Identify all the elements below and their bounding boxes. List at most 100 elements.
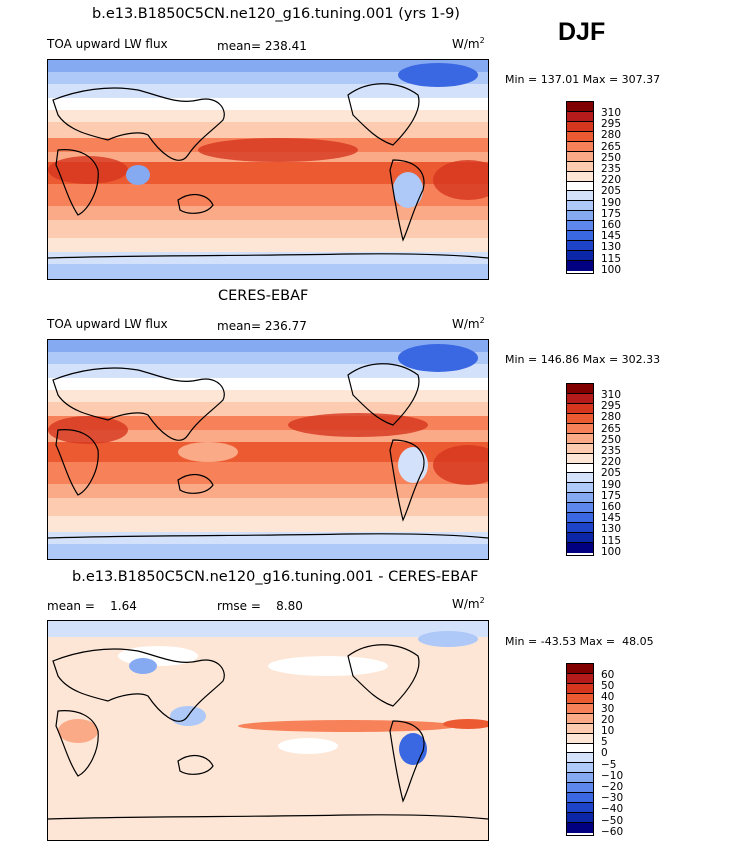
colorbar-segment bbox=[567, 673, 593, 684]
colorbar-tick: −60 bbox=[601, 825, 624, 838]
colorbar-segment bbox=[567, 131, 593, 142]
colorbar-segment bbox=[567, 723, 593, 734]
colorbar-tick: 295 bbox=[601, 400, 622, 413]
colorbar-segment bbox=[567, 181, 593, 192]
colorbar-segment bbox=[567, 403, 593, 414]
colorbar-tick: 115 bbox=[601, 534, 622, 547]
colorbar-tick: 20 bbox=[601, 713, 615, 726]
panel3-colorbar-ticks: 60 50 40 30 20 10 5 0 −5 −10 −20 −30 −40… bbox=[601, 669, 624, 838]
colorbar-segment bbox=[567, 231, 593, 242]
colorbar-segment bbox=[567, 543, 593, 553]
colorbar-segment bbox=[567, 803, 593, 814]
colorbar-segment bbox=[567, 423, 593, 434]
panel1-colorbar-segments bbox=[567, 102, 593, 271]
colorbar-tick: 205 bbox=[601, 185, 622, 198]
panel2-map bbox=[47, 339, 489, 560]
colorbar-segment bbox=[567, 813, 593, 823]
colorbar-tick: 130 bbox=[601, 523, 622, 536]
colorbar-tick: 250 bbox=[601, 433, 622, 446]
colorbar-segment bbox=[567, 111, 593, 122]
panel2-variable-label: TOA upward LW flux bbox=[47, 317, 168, 331]
colorbar-tick: 265 bbox=[601, 422, 622, 435]
colorbar-segment bbox=[567, 221, 593, 232]
panel2-map-svg bbox=[48, 340, 488, 559]
panel2-min-max: Min = 146.86 Max = 302.33 bbox=[505, 353, 661, 366]
panel3-map-svg bbox=[48, 621, 488, 840]
colorbar-segment bbox=[567, 151, 593, 162]
panel2-colorbar-segments bbox=[567, 384, 593, 553]
colorbar-segment bbox=[567, 241, 593, 252]
colorbar-segment bbox=[567, 733, 593, 744]
colorbar-tick: 5 bbox=[601, 736, 608, 749]
panel1-mean-text: mean= 238.41 bbox=[217, 39, 307, 53]
colorbar-tick: 115 bbox=[601, 252, 622, 265]
panel3-colorbar-segments bbox=[567, 664, 593, 833]
season-label: DJF bbox=[558, 18, 606, 46]
colorbar-tick: −10 bbox=[601, 769, 624, 782]
colorbar-tick: 220 bbox=[601, 456, 622, 469]
colorbar-tick: 190 bbox=[601, 196, 622, 209]
colorbar-segment bbox=[567, 753, 593, 764]
colorbar-segment bbox=[567, 413, 593, 424]
colorbar-tick: 175 bbox=[601, 207, 622, 220]
panel1-map bbox=[47, 59, 489, 280]
colorbar-tick: 0 bbox=[601, 747, 608, 760]
colorbar-segment bbox=[567, 102, 593, 112]
colorbar-tick: 160 bbox=[601, 501, 622, 514]
panel2-units: W/m2 bbox=[452, 316, 485, 331]
panel1-colorbar bbox=[566, 101, 594, 274]
colorbar-tick: −50 bbox=[601, 814, 624, 827]
colorbar-segment bbox=[567, 251, 593, 261]
panel3-units: W/m2 bbox=[452, 596, 485, 611]
colorbar-segment bbox=[567, 713, 593, 724]
colorbar-segment bbox=[567, 743, 593, 754]
panel1-units: W/m2 bbox=[452, 36, 485, 51]
colorbar-segment bbox=[567, 683, 593, 694]
colorbar-tick: −30 bbox=[601, 792, 624, 805]
colorbar-tick: 265 bbox=[601, 140, 622, 153]
colorbar-segment bbox=[567, 513, 593, 524]
colorbar-tick: 280 bbox=[601, 129, 622, 142]
colorbar-segment bbox=[567, 763, 593, 774]
colorbar-tick: 100 bbox=[601, 263, 622, 276]
panel2-colorbar-ticks: 310 295 280 265 250 235 220 205 190 175 … bbox=[601, 389, 622, 558]
colorbar-segment bbox=[567, 261, 593, 271]
panel2-mean-text: mean= 236.77 bbox=[217, 319, 307, 333]
panel3-rmse-text: rmse = 8.80 bbox=[217, 599, 303, 613]
colorbar-tick: 30 bbox=[601, 702, 615, 715]
panel1-title: b.e13.B1850C5CN.ne120_g16.tuning.001 (yr… bbox=[92, 6, 460, 22]
colorbar-tick: 40 bbox=[601, 691, 615, 704]
colorbar-segment bbox=[567, 384, 593, 394]
panel3-colorbar bbox=[566, 663, 594, 836]
colorbar-segment bbox=[567, 783, 593, 794]
colorbar-tick: 10 bbox=[601, 725, 615, 738]
panel1-min-max: Min = 137.01 Max = 307.37 bbox=[505, 73, 661, 86]
panel1-colorbar-ticks: 310 295 280 265 250 235 220 205 190 175 … bbox=[601, 107, 622, 276]
panel3-min-max: Min = -43.53 Max = 48.05 bbox=[505, 635, 654, 648]
colorbar-tick: 235 bbox=[601, 445, 622, 458]
colorbar-tick: 60 bbox=[601, 669, 615, 681]
colorbar-segment bbox=[567, 773, 593, 784]
colorbar-tick: 175 bbox=[601, 489, 622, 502]
colorbar-tick: 250 bbox=[601, 151, 622, 164]
panel3-title: b.e13.B1850C5CN.ne120_g16.tuning.001 - C… bbox=[72, 569, 479, 585]
panel3-map bbox=[47, 620, 489, 841]
colorbar-segment bbox=[567, 664, 593, 674]
colorbar-segment bbox=[567, 141, 593, 152]
colorbar-segment bbox=[567, 171, 593, 182]
colorbar-tick: 310 bbox=[601, 389, 622, 401]
colorbar-segment bbox=[567, 433, 593, 444]
colorbar-tick: −40 bbox=[601, 803, 624, 816]
colorbar-tick: −20 bbox=[601, 781, 624, 794]
colorbar-segment bbox=[567, 161, 593, 172]
colorbar-tick: 130 bbox=[601, 241, 622, 254]
colorbar-tick: 220 bbox=[601, 174, 622, 187]
colorbar-tick: 50 bbox=[601, 680, 615, 693]
colorbar-tick: −5 bbox=[601, 758, 617, 771]
colorbar-segment bbox=[567, 443, 593, 454]
colorbar-segment bbox=[567, 793, 593, 804]
colorbar-segment bbox=[567, 211, 593, 222]
colorbar-segment bbox=[567, 393, 593, 404]
colorbar-segment bbox=[567, 201, 593, 212]
colorbar-tick: 160 bbox=[601, 219, 622, 232]
